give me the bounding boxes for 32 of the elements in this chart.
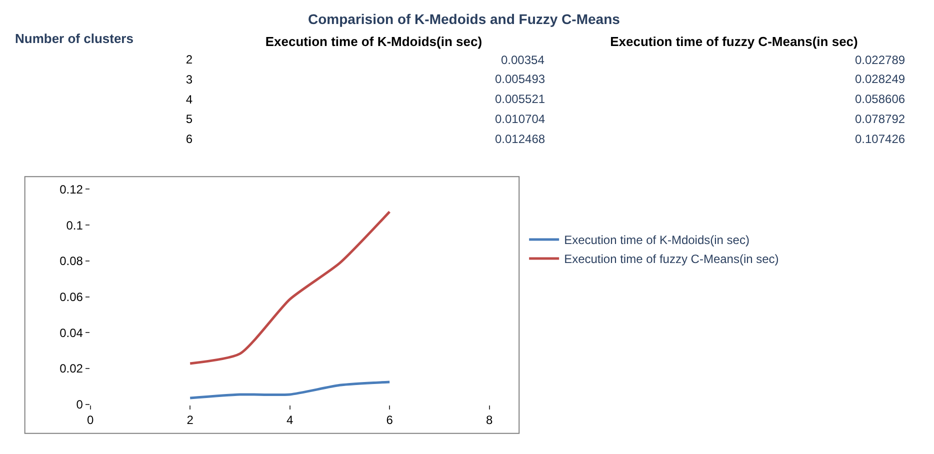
data-label: 0.022789: [855, 53, 906, 67]
y-tick-label: 0: [76, 398, 84, 412]
legend-label: Execution time of fuzzy C-Means(in sec): [564, 252, 779, 266]
y-tick-label: 4: [186, 92, 193, 106]
y-tick-label: 5: [186, 112, 193, 126]
y-tick-label: 0.08: [60, 254, 84, 268]
y-tick-label: 0.12: [60, 182, 84, 196]
data-label: 0.058606: [855, 92, 906, 106]
data-label: 0.028249: [855, 72, 906, 86]
legend-label: Execution time of K-Mdoids(in sec): [564, 233, 750, 248]
data-label: 0.005493: [495, 72, 546, 86]
data-label: 0.00354: [501, 53, 545, 67]
y-axis-title: Number of clusters: [15, 31, 134, 46]
y-tick-label: 0.1: [66, 218, 84, 232]
y-tick-label: 0.06: [60, 290, 84, 304]
x-tick-label: 8: [486, 412, 493, 427]
line-series: [188, 380, 391, 400]
chart-title: Comparision of K-Medoids and Fuzzy C-Means: [308, 11, 620, 27]
y-tick-label: 0.04: [60, 326, 84, 340]
data-label: 0.107426: [855, 132, 906, 146]
x-tick-label: 4: [286, 412, 294, 427]
data-label: 0.010704: [495, 112, 546, 126]
y-tick-label: 3: [186, 72, 193, 87]
y-tick-label: 6: [186, 132, 193, 146]
data-label: 0.078792: [855, 112, 906, 126]
data-label: 0.012468: [495, 132, 546, 146]
data-label: 0.005521: [495, 92, 546, 106]
y-tick-label: 2: [186, 52, 193, 67]
x-tick-label: 0: [86, 412, 94, 427]
y-tick-label: 0.02: [60, 362, 84, 376]
line-series: [188, 210, 391, 365]
x-tick-label: 6: [386, 412, 394, 427]
